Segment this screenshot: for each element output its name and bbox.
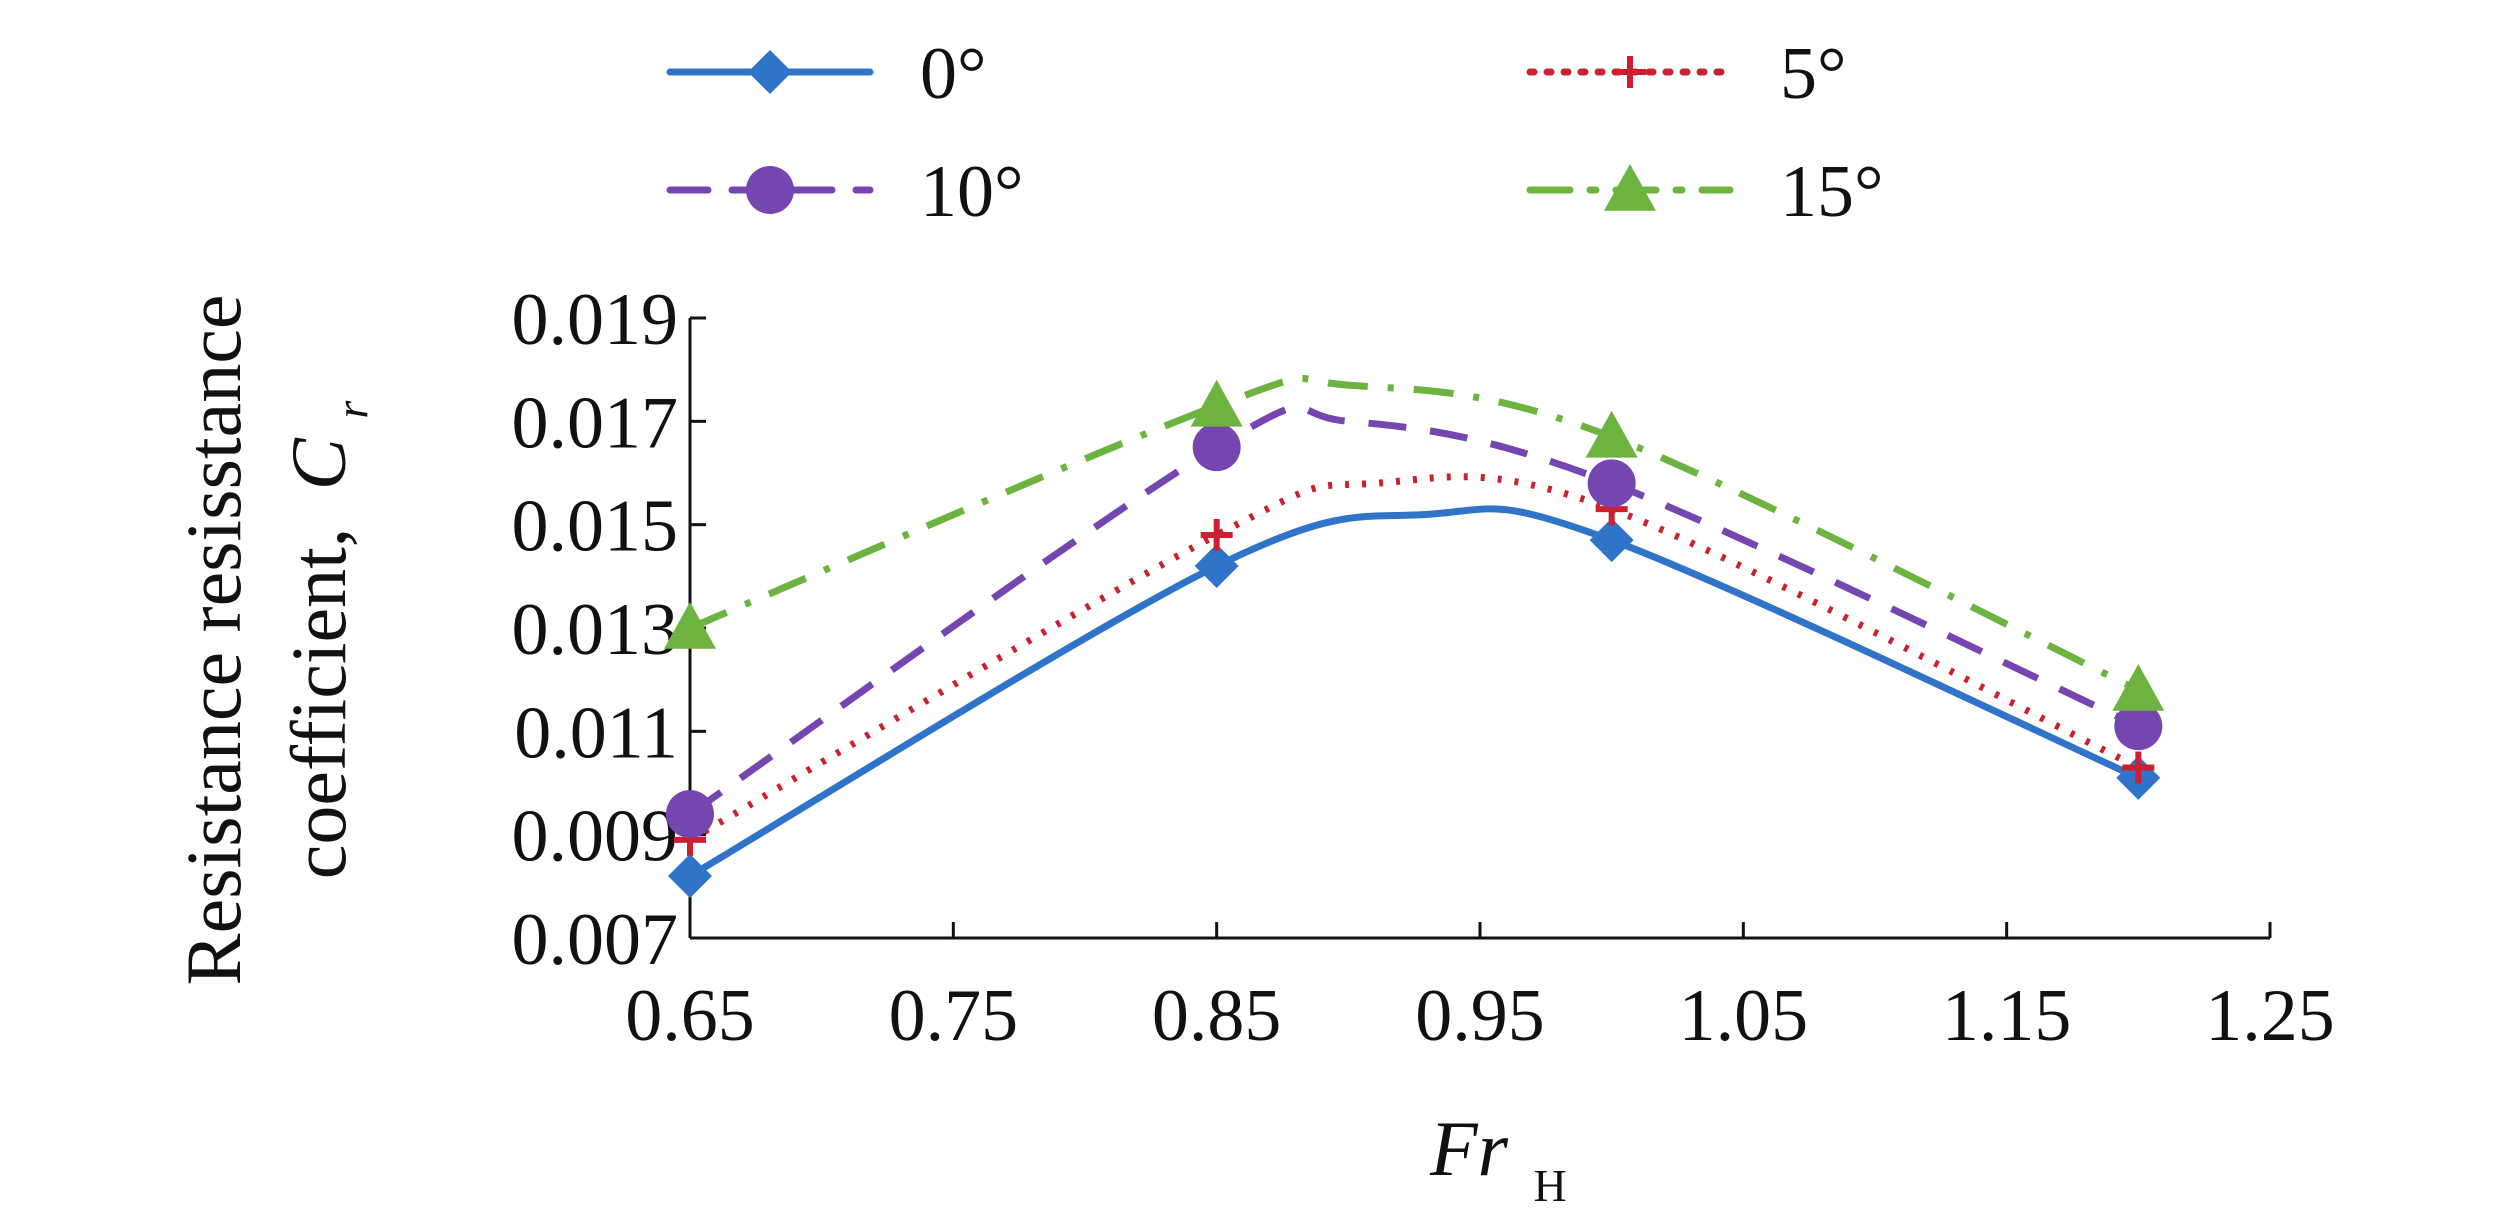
data-point-1-1	[1200, 519, 1233, 551]
plot-area: 0.019 0.017 0.015 0.013 0.011 0.009 0.007 0.65…	[512, 279, 2335, 1057]
legend-marker	[1614, 56, 1646, 88]
x-tick-label: 0.65	[625, 975, 755, 1057]
legend-label: 0°	[920, 33, 987, 115]
data-point-1-3	[2122, 751, 2155, 784]
y-axis-label-line1: Resistance resisstance	[170, 295, 257, 986]
y-tick-label: 0.013	[512, 589, 679, 671]
x-axis-label: Fr H	[1429, 1105, 1567, 1211]
y-axis-label-subscript: r	[326, 400, 377, 419]
x-tick-label: 0.85	[1152, 975, 1282, 1057]
y-axis-label-symbol: C	[275, 437, 362, 490]
y-tick-label: 0.011	[514, 692, 678, 774]
legend-item-1: 5°	[1526, 33, 1847, 115]
svg-text:coefficient, C r: coefficient, C r	[275, 400, 377, 880]
y-axis-label: Resistance resisstance coefficient, C r	[170, 295, 377, 986]
data-point-3-3	[2112, 664, 2165, 711]
y-tick-label: 0.009	[512, 796, 679, 878]
data-point-0-2	[1589, 518, 1634, 563]
y-tick-label: 0.015	[512, 486, 679, 568]
data-point-0-0	[668, 854, 712, 898]
y-ticks: 0.019 0.017 0.015 0.013 0.011 0.009 0.007	[512, 279, 706, 981]
legend-label: 15°	[1780, 151, 1884, 233]
legend-marker	[748, 50, 792, 94]
data-point-3-2	[1585, 410, 1638, 458]
data-point-2-0	[666, 790, 714, 838]
data-point-0-1	[1194, 544, 1239, 588]
svg-text:Resistance resisstance: Resistance resisstance	[170, 295, 257, 986]
legend-label: 5°	[1780, 33, 1847, 115]
x-tick-label: 1.25	[2205, 975, 2335, 1057]
data-point-3-0	[664, 602, 716, 649]
series-line-0	[688, 505, 2140, 880]
series-lines	[687, 374, 2140, 880]
legend-label: 10°	[920, 151, 1024, 233]
y-tick-label: 0.019	[512, 279, 679, 361]
x-tick-label: 1.15	[1942, 975, 2072, 1057]
x-tick-label: 0.95	[1415, 975, 1545, 1057]
data-point-2-2	[1587, 459, 1636, 508]
series-line-3	[688, 374, 2140, 694]
y-tick-label: 0.007	[512, 899, 679, 981]
x-tick-label: 1.05	[1679, 975, 1809, 1057]
data-point-2-1	[1192, 423, 1241, 472]
series-line-2	[687, 403, 2140, 817]
data-point-2-3	[2114, 702, 2163, 751]
legend-marker	[746, 166, 794, 214]
legend-item-3: 15°	[1526, 151, 1884, 233]
series-markers	[664, 379, 2165, 898]
legend-item-0: 0°	[666, 33, 987, 115]
data-point-3-1	[1190, 379, 1243, 427]
legend-item-2: 10°	[666, 151, 1024, 233]
legend-marker	[1604, 164, 1656, 211]
x-axis-label-subscript: H	[1534, 1160, 1567, 1211]
y-axis-label-line2: coefficient,	[275, 528, 362, 880]
legend: 0° 5° 10° 15°	[666, 33, 1884, 233]
x-tick-label: 0.75	[889, 975, 1019, 1057]
y-tick-label: 0.017	[512, 382, 679, 464]
x-ticks: 0.65 0.75 0.85 0.95 1.05 1.15 1.25	[625, 922, 2335, 1057]
x-axis-label-main: Fr	[1429, 1105, 1509, 1192]
